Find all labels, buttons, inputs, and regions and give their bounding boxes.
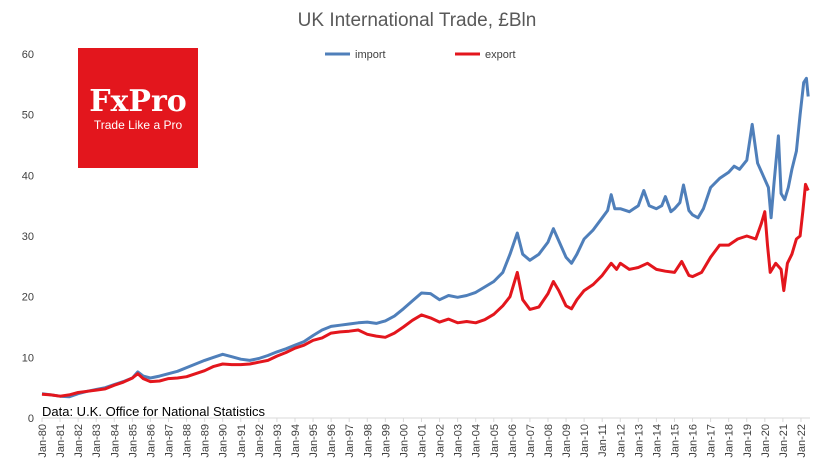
x-tick-label: Jan-20 — [760, 424, 772, 458]
x-tick-label: Jan-16 — [688, 424, 700, 458]
logo-background — [78, 48, 198, 168]
y-tick-label: 40 — [22, 170, 34, 182]
x-tick-label: Jan-93 — [272, 424, 284, 458]
x-tick-label: Jan-13 — [633, 424, 645, 458]
x-tick-label: Jan-84 — [109, 424, 121, 458]
x-tick-label: Jan-87 — [163, 424, 175, 458]
legend-import-label: import — [355, 49, 386, 61]
x-tick-label: Jan-12 — [615, 424, 627, 458]
series-layer — [41, 76, 810, 399]
y-tick-label: 30 — [22, 231, 34, 243]
x-tick-label: Jan-09 — [561, 424, 573, 458]
logo-tagline: Trade Like a Pro — [94, 118, 183, 132]
x-tick-label: Jan-10 — [579, 424, 591, 458]
fxpro-logo: FxPro Trade Like a Pro — [78, 48, 198, 168]
data-source-note: Data: U.K. Office for National Statistic… — [42, 404, 266, 419]
y-axis: 0 10 20 30 40 50 60 — [22, 49, 34, 425]
x-tick-label: Jan-98 — [362, 424, 374, 458]
x-tick-label: Jan-02 — [435, 424, 447, 458]
x-tick-label: Jan-21 — [778, 424, 790, 458]
x-tick-label: Jan-03 — [453, 424, 465, 458]
x-tick-label: Jan-96 — [326, 424, 338, 458]
x-tick-label: Jan-22 — [796, 424, 808, 458]
x-tick-label: Jan-18 — [724, 424, 736, 458]
x-tick-label: Jan-85 — [127, 424, 139, 458]
x-tick-label: Jan-81 — [55, 424, 67, 458]
x-tick-label: Jan-80 — [37, 424, 49, 458]
x-tick-label: Jan-95 — [308, 424, 320, 458]
x-tick-label: Jan-00 — [398, 424, 410, 458]
x-tick-label: Jan-19 — [742, 424, 754, 458]
x-tick-label: Jan-04 — [471, 424, 483, 458]
x-tick-label: Jan-06 — [507, 424, 519, 458]
x-tick-label: Jan-14 — [651, 424, 663, 458]
x-tick-label: Jan-88 — [182, 424, 194, 458]
legend-export-label: export — [485, 49, 516, 61]
x-tick-label: Jan-86 — [145, 424, 157, 458]
series-line-import — [41, 76, 810, 399]
x-tick-label: Jan-91 — [236, 424, 248, 458]
chart-title: UK International Trade, £Bln — [298, 10, 537, 31]
logo-brand: FxPro — [89, 84, 187, 119]
x-tick-label: Jan-92 — [254, 424, 266, 458]
x-tick-label: Jan-07 — [525, 424, 537, 458]
y-tick-label: 10 — [22, 352, 34, 364]
x-tick-label: Jan-01 — [416, 424, 428, 458]
x-tick-label: Jan-08 — [543, 424, 555, 458]
x-tick-label: Jan-83 — [91, 424, 103, 458]
legend: import export — [325, 49, 516, 61]
x-axis: Jan-80 Jan-81 Jan-82 Jan-83 Jan-84 Jan-85 Jan-… — [37, 418, 808, 458]
y-tick-label: 60 — [22, 49, 34, 61]
y-tick-label: 0 — [28, 413, 34, 425]
series-line-export — [41, 182, 810, 398]
x-tick-label: Jan-97 — [344, 424, 356, 458]
y-tick-label: 50 — [22, 110, 34, 122]
x-tick-label: Jan-99 — [380, 424, 392, 458]
x-tick-label: Jan-11 — [597, 424, 609, 457]
x-tick-label: Jan-89 — [200, 424, 212, 458]
x-tick-label: Jan-94 — [290, 424, 302, 458]
y-tick-label: 20 — [22, 292, 34, 304]
x-tick-label: Jan-90 — [218, 424, 230, 458]
x-tick-label: Jan-82 — [73, 424, 85, 458]
x-tick-label: Jan-05 — [489, 424, 501, 458]
x-tick-label: Jan-17 — [706, 424, 718, 458]
x-tick-label: Jan-15 — [669, 424, 681, 458]
